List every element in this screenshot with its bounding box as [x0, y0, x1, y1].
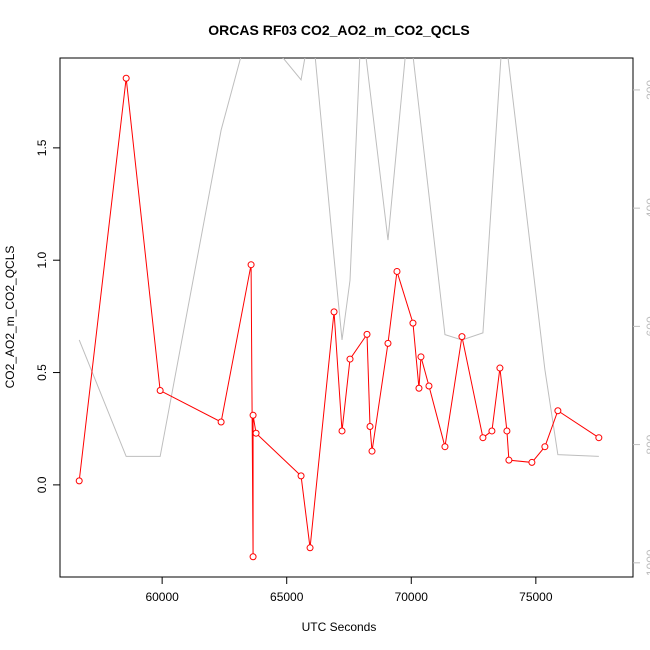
data-point [249, 411, 257, 419]
y2-tick-label: 200 [644, 80, 650, 100]
data-point [122, 74, 130, 82]
data-point [384, 339, 392, 347]
data-point [595, 434, 603, 442]
data-point [479, 434, 487, 442]
data-point [505, 456, 513, 464]
data-point [393, 267, 401, 275]
y-tick-label: 0.5 [35, 364, 49, 381]
data-point [330, 308, 338, 316]
plot-area [75, 58, 603, 561]
y-tick-label: 0.0 [35, 476, 49, 493]
series-line [78, 78, 600, 557]
data-point [249, 553, 257, 561]
data-point [417, 353, 425, 361]
data-point [306, 544, 314, 552]
x-tick-label: 60000 [145, 590, 179, 604]
data-point [541, 443, 549, 451]
x-axis-label: UTC Seconds [302, 620, 377, 634]
x-tick-label: 75000 [519, 590, 553, 604]
data-point [554, 407, 562, 415]
data-point [156, 387, 164, 395]
y-tick-label: 1.0 [35, 252, 49, 269]
data-point [366, 422, 374, 430]
y2-tick-label: 1000 [644, 549, 650, 576]
data-point [415, 384, 423, 392]
series-line [78, 58, 599, 457]
y2-tick-label: 800 [644, 434, 650, 454]
data-point [488, 427, 496, 435]
chart-title: ORCAS RF03 CO2_AO2_m_CO2_QCLS [208, 22, 469, 38]
y2-tick-label: 600 [644, 316, 650, 336]
data-point [425, 382, 433, 390]
data-point [409, 319, 417, 327]
data-point [247, 261, 255, 269]
y-axis-label: CO2_AO2_m_CO2_QCLS [3, 246, 17, 389]
data-point [297, 472, 305, 480]
data-point [441, 443, 449, 451]
data-point [252, 429, 260, 437]
data-point [217, 418, 225, 426]
x-tick-label: 65000 [270, 590, 304, 604]
data-point [528, 458, 536, 466]
y-tick-label: 1.5 [35, 139, 49, 156]
data-point [363, 330, 371, 338]
data-point [503, 427, 511, 435]
data-point [75, 477, 83, 485]
data-point [338, 427, 346, 435]
plot-frame [59, 57, 634, 578]
data-point [458, 333, 466, 341]
data-point [496, 364, 504, 372]
x-tick-label: 70000 [395, 590, 429, 604]
data-point [346, 355, 354, 363]
data-point [368, 447, 376, 455]
y2-tick-label: 400 [644, 198, 650, 218]
